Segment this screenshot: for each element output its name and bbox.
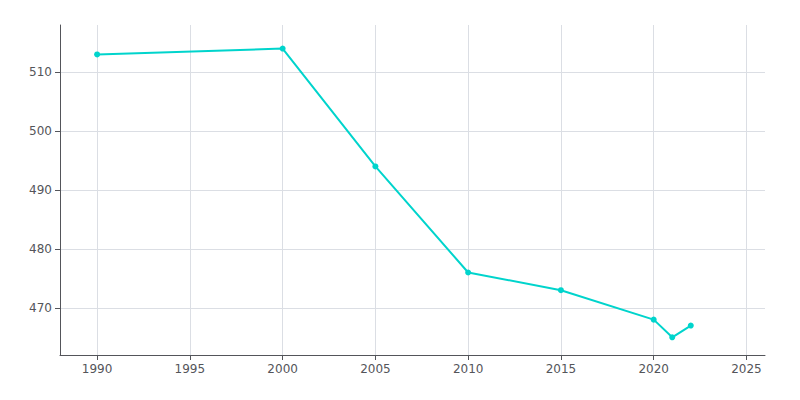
svg-text:2015: 2015	[546, 362, 577, 376]
svg-text:480: 480	[29, 242, 52, 256]
svg-text:2000: 2000	[267, 362, 298, 376]
svg-text:2025: 2025	[731, 362, 762, 376]
svg-text:1995: 1995	[175, 362, 206, 376]
svg-text:2010: 2010	[453, 362, 484, 376]
svg-text:470: 470	[29, 301, 52, 315]
svg-text:490: 490	[29, 183, 52, 197]
svg-text:500: 500	[29, 124, 52, 138]
svg-text:2020: 2020	[638, 362, 669, 376]
svg-text:2005: 2005	[360, 362, 391, 376]
svg-text:510: 510	[29, 65, 52, 79]
svg-text:1990: 1990	[82, 362, 113, 376]
